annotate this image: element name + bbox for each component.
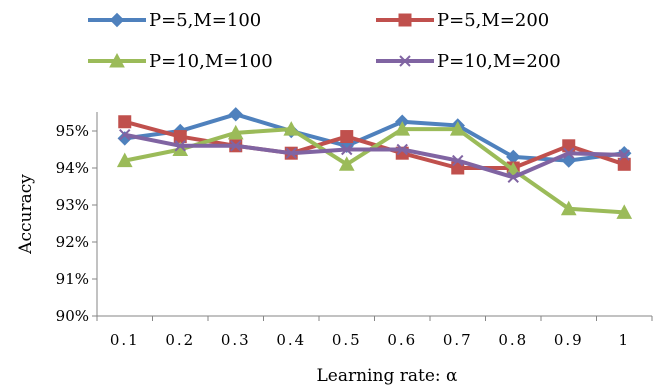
x-tick-label: 0.8 <box>498 331 528 349</box>
legend-label: P=10,M=100 <box>149 51 273 72</box>
data-point <box>174 140 186 152</box>
series-line <box>124 132 625 180</box>
data-point <box>119 128 131 141</box>
x-tick-label: 0.6 <box>387 331 417 349</box>
y-tick-labels: 90% 91% 92% 93% 94% 95% <box>56 122 97 325</box>
data-point <box>118 115 132 129</box>
legend-label: P=5,M=200 <box>437 10 549 31</box>
series-lines <box>116 107 633 219</box>
data-point <box>116 152 133 168</box>
data-point <box>338 156 355 171</box>
series-4 <box>119 128 630 183</box>
legend-entry: P=10,M=100 <box>88 51 273 72</box>
y-tick-label: 95% <box>56 122 89 140</box>
legend-entry: P=10,M=200 <box>376 51 561 72</box>
y-tick-label: 93% <box>56 196 89 214</box>
series-3 <box>116 121 633 219</box>
data-point <box>560 200 577 216</box>
y-axis-label: Accuracy <box>16 174 36 255</box>
y-tick-label: 92% <box>56 233 89 251</box>
data-point <box>285 147 297 159</box>
x-tick-label: 0.3 <box>221 331 251 349</box>
legend-entry: P=5,M=200 <box>376 10 549 31</box>
legend-marker <box>399 55 411 67</box>
data-point <box>452 154 464 167</box>
data-point <box>563 147 575 159</box>
data-point <box>394 121 411 136</box>
x-tick-label: 0.4 <box>276 331 306 349</box>
x-tick-label: 0.2 <box>165 331 195 349</box>
data-point <box>449 121 466 136</box>
data-point <box>228 107 243 122</box>
data-point <box>340 130 354 144</box>
x-tick-label: 0.1 <box>110 331 140 349</box>
legend-marker <box>109 12 125 28</box>
legend-entry: P=5,M=100 <box>88 10 261 31</box>
legend: P=5,M=100 P=5,M=200 P=10,M=100 P=10,M=200 <box>88 10 561 72</box>
x-tick-label: 0.7 <box>443 331 473 349</box>
y-tick-label: 94% <box>56 159 89 177</box>
x-tick-labels: 0.1 0.2 0.3 0.4 0.5 0.6 0.7 0.8 0.9 1 <box>96 316 653 349</box>
data-point <box>341 143 353 156</box>
x-tick-label: 0.9 <box>554 331 584 349</box>
data-point <box>283 121 300 136</box>
data-point <box>230 140 242 152</box>
data-point <box>507 171 519 183</box>
data-point <box>616 204 633 219</box>
data-point <box>617 157 631 171</box>
data-point <box>227 124 244 140</box>
y-tick-label: 90% <box>56 307 89 325</box>
legend-label: P=5,M=100 <box>149 10 261 31</box>
x-tick-label: 1 <box>618 331 630 349</box>
x-tick-label: 0.5 <box>332 331 362 349</box>
series-line <box>124 127 625 215</box>
x-axis-label: Learning rate: α <box>317 366 459 386</box>
data-point <box>396 143 408 156</box>
legend-marker <box>398 13 412 27</box>
legend-label: P=10,M=200 <box>437 51 561 72</box>
data-point <box>618 149 630 161</box>
legend-marker <box>109 52 125 68</box>
y-tick-label: 91% <box>56 270 89 288</box>
